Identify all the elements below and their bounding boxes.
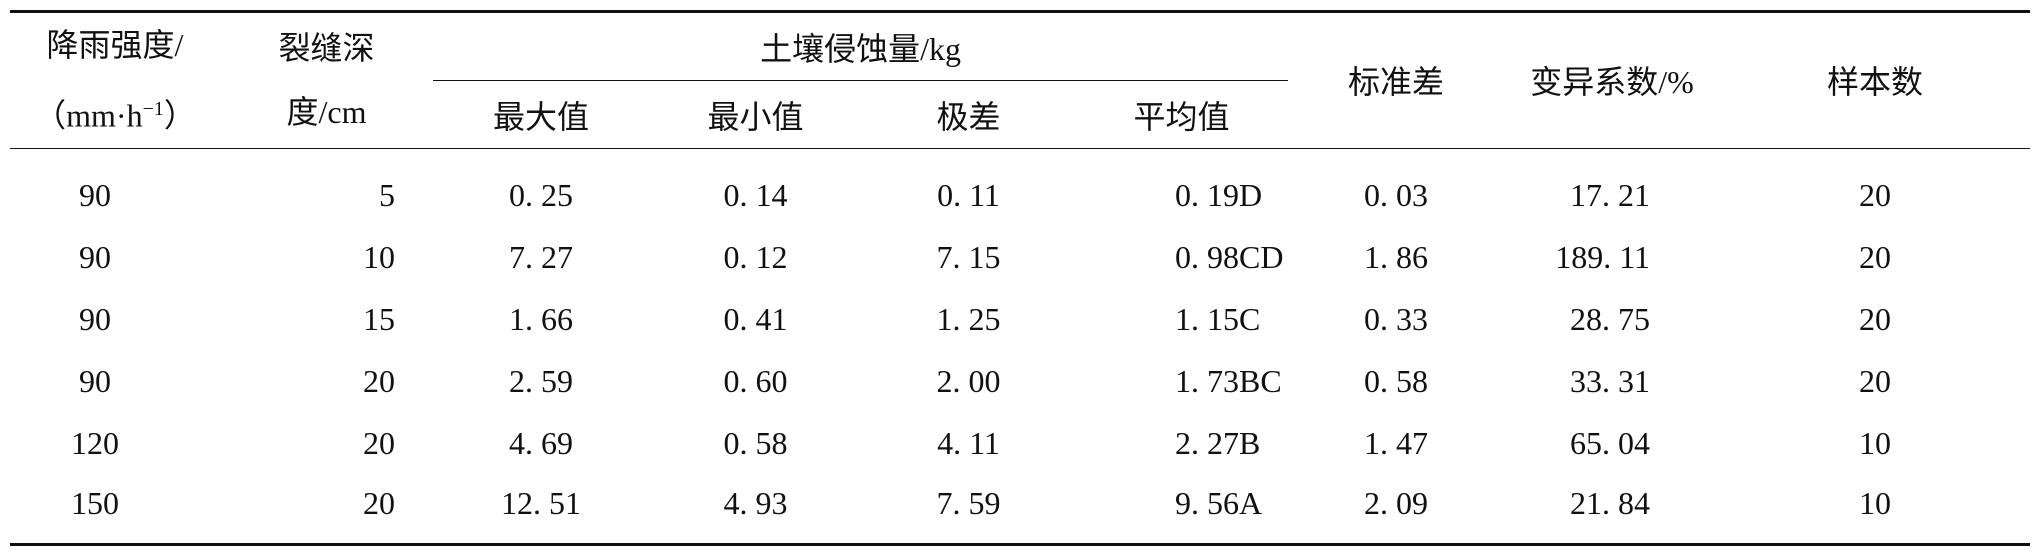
cell-coef-variation: 21. 84 xyxy=(1504,474,1721,546)
erosion-statistics-table: 降雨强度/ （mm·h−1） 裂缝深 度/cm 土壤侵蚀量/kg 标准差 变异系… xyxy=(10,9,2031,546)
header-std-dev: 标准差 xyxy=(1288,10,1505,149)
header-rain-unit-close: ） xyxy=(163,97,196,134)
cell-sample-count: 20 xyxy=(1859,176,1892,213)
cell-crack-depth: 5 xyxy=(379,176,395,213)
cell-rain-intensity: 90 xyxy=(79,238,111,275)
header-soil-erosion-group: 土壤侵蚀量/kg xyxy=(433,9,1289,82)
cell-min: 0. 58 xyxy=(723,424,788,461)
header-rain-unit-sup: −1 xyxy=(142,98,164,120)
table-row: 90 15 1. 66 0. 41 1. 25 1. 15C 0. 33 28. 75 20 xyxy=(10,288,2030,350)
cell-max: 12. 51 xyxy=(433,474,649,546)
cell-std-dev: 0. 03 xyxy=(1364,176,1429,213)
header-depth-line1: 裂缝深 xyxy=(278,30,375,67)
cell-max: 7. 27 xyxy=(509,238,573,275)
cell-crack-depth: 20 xyxy=(363,424,395,461)
cell-mean: 1. 15C xyxy=(1175,300,1261,337)
header-coef-variation: 变异系数/% xyxy=(1504,10,1721,149)
cell-rain-intensity: 90 xyxy=(79,362,111,399)
cell-rain-intensity: 90 xyxy=(79,176,111,213)
cell-std-dev: 1. 86 xyxy=(1364,238,1429,275)
cell-range: 7. 59 xyxy=(862,474,1075,546)
cell-min: 0. 60 xyxy=(723,362,788,399)
cell-range: 7. 15 xyxy=(936,238,1001,275)
cell-coef-variation: 28. 75 xyxy=(1570,300,1651,337)
cell-mean: 0. 98CD xyxy=(1175,238,1284,275)
cell-sample-count: 10 xyxy=(1859,424,1892,461)
cell-max: 1. 66 xyxy=(509,300,573,337)
cell-range: 2. 00 xyxy=(936,362,1001,399)
cell-min: 0. 12 xyxy=(723,238,788,275)
cell-crack-depth: 15 xyxy=(363,300,395,337)
cell-std-dev: 0. 58 xyxy=(1364,362,1429,399)
cell-crack-depth: 20 xyxy=(220,474,433,546)
header-rain-unit-open: （mm·h xyxy=(34,97,143,134)
cell-min: 0. 14 xyxy=(723,176,788,213)
cell-mean: 0. 19D xyxy=(1175,176,1263,213)
document-page: 降雨强度/ （mm·h−1） 裂缝深 度/cm 土壤侵蚀量/kg 标准差 变异系… xyxy=(0,9,2032,554)
cell-mean: 9. 56A xyxy=(1075,474,1289,546)
header-rain-line2: （mm·h−1） xyxy=(10,77,220,148)
cell-max: 2. 59 xyxy=(509,362,573,399)
cell-max: 0. 25 xyxy=(509,176,573,213)
cell-rain-intensity: 150 xyxy=(10,474,220,546)
header-sample-count: 样本数 xyxy=(1720,10,2031,149)
cell-sample-count: 20 xyxy=(1859,238,1892,275)
cell-mean: 1. 73BC xyxy=(1175,362,1282,399)
table-row: 90 20 2. 59 0. 60 2. 00 1. 73BC 0. 58 33. 31 20 xyxy=(10,350,2030,412)
cell-crack-depth: 20 xyxy=(363,362,395,399)
cell-sample-count: 10 xyxy=(1720,474,2031,546)
header-depth-line2: 度/cm xyxy=(286,94,367,131)
cell-coef-variation: 17. 21 xyxy=(1570,176,1651,213)
cell-range: 1. 25 xyxy=(936,300,1001,337)
cell-range: 4. 11 xyxy=(937,424,1000,461)
header-range: 极差 xyxy=(862,80,1075,149)
cell-std-dev: 2. 09 xyxy=(1288,474,1505,546)
header-rain-line1: 降雨强度/ xyxy=(46,27,184,63)
table-row: 150 20 12. 51 4. 93 7. 59 9. 56A 2. 09 21. 84 10 xyxy=(10,474,2031,546)
table-row: 90 5 0. 25 0. 14 0. 11 0. 19D 0. 03 17. 21 20 xyxy=(10,148,2030,226)
table-body: 90 5 0. 25 0. 14 0. 11 0. 19D 0. 03 17. 21 20 90 1… xyxy=(10,148,2031,546)
cell-std-dev: 1. 47 xyxy=(1364,424,1429,461)
cell-sample-count: 20 xyxy=(1859,362,1892,399)
table-row: 120 20 4. 69 0. 58 4. 11 2. 27B 1. 47 65. 04 10 xyxy=(10,412,2030,474)
header-mean: 平均值 xyxy=(1075,80,1289,149)
cell-sample-count: 20 xyxy=(1859,300,1892,337)
cell-mean: 2. 27B xyxy=(1175,424,1261,461)
header-rain-intensity: 降雨强度/ （mm·h−1） xyxy=(10,10,220,149)
table-header: 降雨强度/ （mm·h−1） 裂缝深 度/cm 土壤侵蚀量/kg 标准差 变异系… xyxy=(10,9,2031,149)
cell-range: 0. 11 xyxy=(937,176,1000,213)
cell-min: 4. 93 xyxy=(649,474,862,546)
table-row: 90 10 7. 27 0. 12 7. 15 0. 98CD 1. 86 189. 11 20 xyxy=(10,226,2030,288)
header-min: 最小值 xyxy=(649,80,862,149)
cell-coef-variation: 33. 31 xyxy=(1570,362,1651,399)
cell-min: 0. 41 xyxy=(723,300,788,337)
cell-crack-depth: 10 xyxy=(363,238,395,275)
cell-rain-intensity: 90 xyxy=(79,300,111,337)
cell-std-dev: 0. 33 xyxy=(1364,300,1429,337)
cell-coef-variation: 65. 04 xyxy=(1570,424,1651,461)
cell-rain-intensity: 120 xyxy=(71,424,119,461)
header-max: 最大值 xyxy=(433,80,649,149)
cell-coef-variation: 189. 11 xyxy=(1555,238,1651,275)
cell-max: 4. 69 xyxy=(509,424,573,461)
header-crack-depth: 裂缝深 度/cm xyxy=(220,10,433,149)
